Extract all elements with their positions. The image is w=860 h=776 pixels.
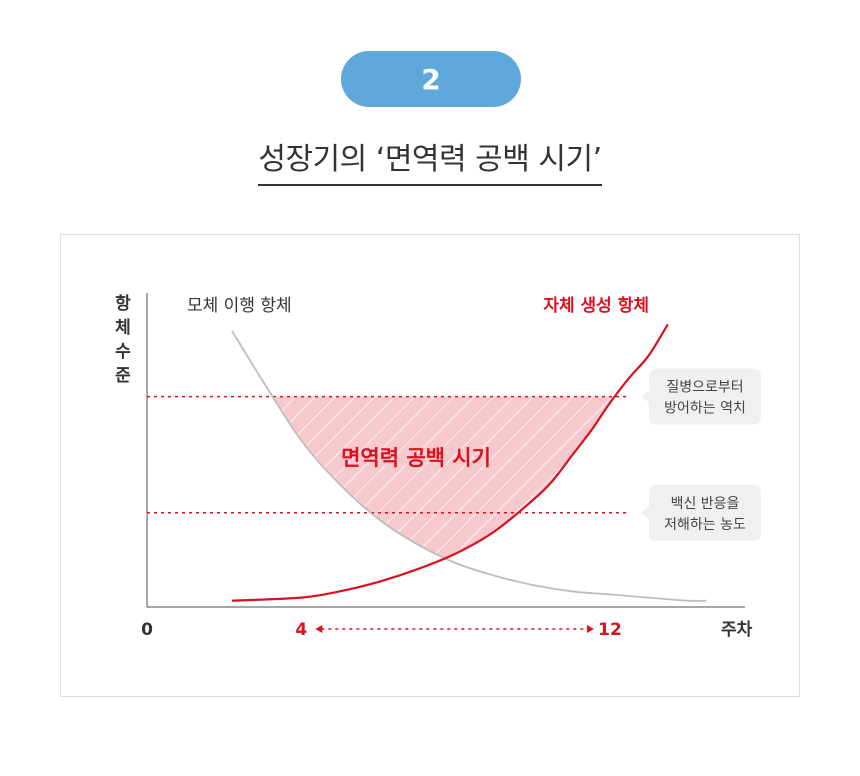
y-axis-label-char: 항	[115, 293, 131, 314]
immunity-gap-label: 면역력 공백 시기	[341, 446, 491, 470]
step-number-badge: 2	[341, 51, 521, 107]
callout-bubble	[641, 484, 761, 541]
x-axis-label: 주차	[721, 620, 753, 640]
x-tick-label: 4	[295, 620, 307, 640]
x-tick-label: 12	[598, 620, 622, 640]
callout-text: 백신 반응을	[671, 496, 740, 512]
callout-bubble	[641, 368, 761, 425]
origin-tick-label: 0	[141, 620, 153, 640]
arrow-right-icon	[586, 625, 594, 633]
page-title-text: 성장기의 ‘면역력 공백 시기’	[258, 134, 602, 186]
callout-text: 질병으로부터	[666, 380, 743, 396]
arrow-left-icon	[315, 625, 323, 633]
y-axis-label-char: 준	[115, 366, 131, 386]
page-title: 성장기의 ‘면역력 공백 시기’	[0, 134, 860, 186]
y-axis-label-char: 체	[115, 318, 131, 338]
maternal-antibody-label: 모체 이행 항체	[187, 296, 292, 316]
callout-text: 방어하는 역치	[664, 401, 746, 417]
y-axis-label-char: 수	[115, 342, 131, 362]
callout-text: 저해하는 농도	[664, 517, 746, 533]
self-antibody-curve	[231, 323, 669, 602]
range-arrow	[315, 625, 594, 633]
maternal-antibody-curve	[231, 330, 707, 602]
self-antibody-label: 자체 생성 항체	[543, 295, 649, 316]
